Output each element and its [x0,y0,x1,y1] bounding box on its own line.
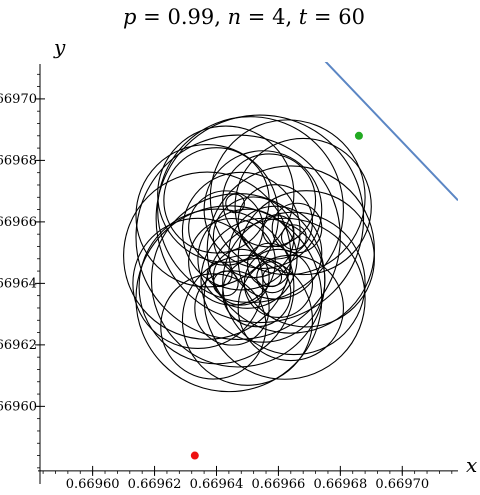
circle-39 [212,270,239,297]
tangent-line-layer [324,62,458,202]
circle-19 [200,217,326,343]
y-tick-label: 0.66964 [0,276,37,291]
chart-title: p = 0.99, n = 4, t = 60 [123,5,365,29]
circle-17 [203,150,323,269]
y-tick-label: 0.66962 [0,338,37,353]
circle-42 [262,267,283,288]
circle-14 [237,190,375,328]
circle-15 [132,217,264,349]
x-tick-label: 0.66966 [252,477,306,492]
circle-38 [225,193,245,214]
circle-20 [197,208,298,309]
x-tick-label: 0.66960 [66,477,120,492]
circle-37 [206,261,233,288]
circle-29 [222,153,317,248]
plot-area [123,62,458,393]
circle-1 [135,134,341,340]
title-n-value: 4 [272,5,285,29]
title-t-value: 60 [338,5,365,29]
circle-8 [138,208,295,365]
green-point [354,131,363,140]
circle-33 [271,202,323,254]
circle-31 [237,254,344,362]
y-ticks: 0.66960 0.66962 0.66964 0.66966 0.66968 0.669… [0,73,45,469]
circle-12 [222,211,366,356]
x-axis-label: x [466,453,477,477]
circle-24 [237,184,314,260]
circle-26 [222,257,292,328]
circle-34 [212,248,270,306]
circle-41 [280,224,307,251]
x-tick-label: 0.66968 [313,477,367,492]
points-layer [190,131,363,460]
axes: 0.66960 0.66962 0.66964 0.66966 0.66968 0.669… [0,64,458,492]
x-tick-label: 0.66964 [190,477,244,492]
y-tick-label: 0.66960 [0,399,37,414]
circle-5 [206,165,375,334]
circle-32 [163,147,270,254]
red-point [190,451,199,460]
x-tick-label: 0.66970 [375,477,429,492]
x-ticks: 0.66960 0.66962 0.66964 0.66966 0.66968 0.669… [42,465,453,492]
circle-0 [155,114,365,324]
y-axis-label: y [53,35,66,59]
title-p-value: 0.99 [167,5,214,29]
circle-40 [262,215,295,248]
circle-layer [123,114,375,393]
y-tick-label: 0.66970 [0,92,37,107]
y-tick-label: 0.66968 [0,153,37,168]
y-tick-label: 0.66966 [0,215,37,230]
x-tick-label: 0.66962 [128,477,182,492]
circle-16 [181,254,314,386]
circle-28 [243,248,314,318]
circle-36 [256,261,289,294]
circle-13 [203,217,366,380]
tangent-line [324,62,458,202]
